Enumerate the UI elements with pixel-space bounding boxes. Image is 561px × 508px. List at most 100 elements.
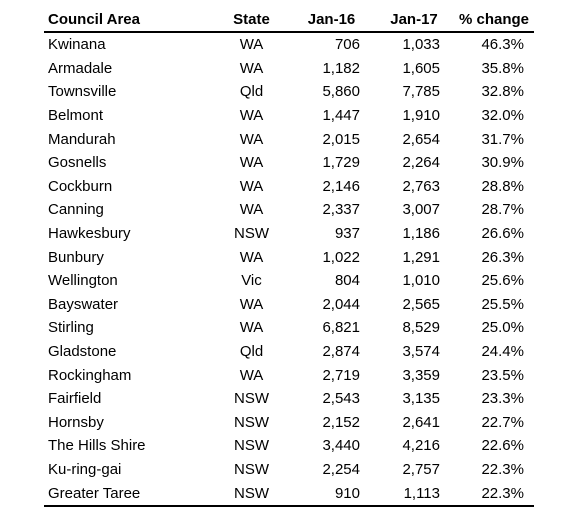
table-row: Bayswater WA 2,044 2,565 25.5% bbox=[44, 293, 534, 317]
cell-state: NSW bbox=[234, 225, 269, 243]
cell-percent-change: 25.0% bbox=[481, 319, 524, 337]
cell-jan-16: 1,022 bbox=[322, 248, 360, 266]
cell-jan-17: 8,529 bbox=[402, 319, 440, 337]
cell-jan-17: 3,574 bbox=[402, 343, 440, 361]
table-row: Bunbury WA 1,022 1,291 26.3% bbox=[44, 245, 534, 269]
table-row: Hawkesbury NSW 937 1,186 26.6% bbox=[44, 222, 534, 246]
table-row: Kwinana WA 706 1,033 46.3% bbox=[44, 32, 534, 57]
cell-council-area: Belmont bbox=[48, 107, 104, 125]
cell-percent-change: 25.5% bbox=[481, 295, 524, 313]
cell-jan-17: 7,785 bbox=[402, 83, 440, 101]
cell-jan-16: 2,719 bbox=[322, 366, 360, 384]
cell-state: Qld bbox=[239, 343, 264, 361]
table-row: Gladstone Qld 2,874 3,574 24.4% bbox=[44, 340, 534, 364]
cell-percent-change: 26.6% bbox=[481, 225, 524, 243]
cell-jan-16: 1,182 bbox=[322, 59, 360, 77]
table-row: Townsville Qld 5,860 7,785 32.8% bbox=[44, 80, 534, 104]
cell-percent-change: 22.3% bbox=[481, 460, 524, 478]
cell-state: NSW bbox=[234, 437, 269, 455]
cell-jan-17: 2,757 bbox=[402, 460, 440, 478]
table-row: Wellington Vic 804 1,010 25.6% bbox=[44, 269, 534, 293]
cell-state: WA bbox=[239, 177, 264, 195]
cell-jan-17: 2,641 bbox=[402, 413, 440, 431]
cell-jan-17: 2,264 bbox=[402, 154, 440, 172]
cell-percent-change: 32.8% bbox=[481, 83, 524, 101]
cell-percent-change: 28.7% bbox=[481, 201, 524, 219]
cell-council-area: Armadale bbox=[48, 59, 113, 77]
cell-jan-16: 2,874 bbox=[322, 343, 360, 361]
cell-jan-17: 1,910 bbox=[402, 107, 440, 125]
cell-state: WA bbox=[239, 130, 264, 148]
cell-council-area: Rockingham bbox=[48, 366, 132, 384]
cell-jan-17: 1,186 bbox=[402, 225, 440, 243]
cell-council-area: Gladstone bbox=[48, 343, 117, 361]
cell-jan-16: 2,015 bbox=[322, 130, 360, 148]
cell-percent-change: 46.3% bbox=[481, 36, 524, 54]
cell-council-area: Kwinana bbox=[48, 36, 106, 54]
cell-state: NSW bbox=[234, 460, 269, 478]
cell-jan-17: 3,135 bbox=[402, 390, 440, 408]
cell-jan-17: 2,763 bbox=[402, 177, 440, 195]
cell-jan-17: 1,291 bbox=[402, 248, 440, 266]
cell-council-area: Ku-ring-gai bbox=[48, 460, 122, 478]
cell-jan-17: 3,007 bbox=[402, 201, 440, 219]
cell-council-area: Cockburn bbox=[48, 177, 113, 195]
cell-jan-16: 6,821 bbox=[322, 319, 360, 337]
cell-state: WA bbox=[239, 59, 264, 77]
cell-council-area: The Hills Shire bbox=[48, 437, 146, 455]
cell-jan-17: 2,565 bbox=[402, 295, 440, 313]
cell-percent-change: 35.8% bbox=[481, 59, 524, 77]
cell-state: WA bbox=[239, 248, 264, 266]
cell-percent-change: 24.4% bbox=[481, 343, 524, 361]
header-council-area: Council Area bbox=[44, 8, 214, 33]
council-area-table: Council Area State Jan-16 Jan-17 % chang… bbox=[44, 8, 534, 507]
cell-jan-17: 1,033 bbox=[402, 36, 440, 54]
cell-jan-16: 2,146 bbox=[322, 177, 360, 195]
table-row: Fairfield NSW 2,543 3,135 23.3% bbox=[44, 387, 534, 411]
cell-percent-change: 28.8% bbox=[481, 177, 524, 195]
cell-jan-16: 2,543 bbox=[322, 390, 360, 408]
cell-council-area: Mandurah bbox=[48, 130, 116, 148]
cell-council-area: Fairfield bbox=[48, 390, 102, 408]
cell-state: WA bbox=[239, 201, 264, 219]
cell-jan-16: 1,447 bbox=[322, 107, 360, 125]
header-jan-16: Jan-16 bbox=[289, 8, 374, 33]
cell-jan-16: 910 bbox=[289, 481, 374, 507]
cell-council-area: Stirling bbox=[48, 319, 94, 337]
cell-state: Qld bbox=[239, 83, 264, 101]
cell-state: WA bbox=[239, 295, 264, 313]
cell-state: NSW bbox=[234, 390, 269, 408]
cell-state: WA bbox=[239, 154, 264, 172]
table-row: Cockburn WA 2,146 2,763 28.8% bbox=[44, 175, 534, 199]
cell-jan-17: 2,654 bbox=[402, 130, 440, 148]
table-row: Ku-ring-gai NSW 2,254 2,757 22.3% bbox=[44, 458, 534, 482]
cell-jan-17: 1,010 bbox=[402, 272, 440, 290]
cell-percent-change: 25.6% bbox=[481, 272, 524, 290]
cell-percent-change: 31.7% bbox=[481, 130, 524, 148]
cell-council-area: Bayswater bbox=[48, 295, 119, 313]
cell-percent-change: 22.7% bbox=[481, 413, 524, 431]
cell-state: WA bbox=[239, 107, 264, 125]
cell-council-area: Greater Taree bbox=[44, 481, 214, 507]
cell-state: WA bbox=[239, 366, 264, 384]
cell-jan-17: 3,359 bbox=[402, 366, 440, 384]
table-row: Armadale WA 1,182 1,605 35.8% bbox=[44, 57, 534, 81]
council-area-table-container: Council Area State Jan-16 Jan-17 % chang… bbox=[44, 8, 534, 507]
header-percent-change: % change bbox=[454, 8, 534, 33]
cell-jan-16: 2,254 bbox=[322, 460, 360, 478]
cell-jan-17: 4,216 bbox=[402, 437, 440, 455]
cell-jan-16: 2,044 bbox=[322, 295, 360, 313]
cell-jan-16: 2,337 bbox=[322, 201, 360, 219]
cell-percent-change: 26.3% bbox=[481, 248, 524, 266]
cell-council-area: Townsville bbox=[48, 83, 117, 101]
cell-percent-change: 32.0% bbox=[481, 107, 524, 125]
cell-percent-change: 23.3% bbox=[481, 390, 524, 408]
cell-council-area: Hornsby bbox=[48, 413, 104, 431]
cell-jan-16: 706 bbox=[334, 36, 360, 54]
table-row: Canning WA 2,337 3,007 28.7% bbox=[44, 198, 534, 222]
cell-state: WA bbox=[239, 36, 264, 54]
cell-percent-change: 22.6% bbox=[481, 437, 524, 455]
cell-council-area: Hawkesbury bbox=[48, 225, 131, 243]
cell-state: Vic bbox=[241, 272, 262, 290]
cell-percent-change: 23.5% bbox=[481, 366, 524, 384]
